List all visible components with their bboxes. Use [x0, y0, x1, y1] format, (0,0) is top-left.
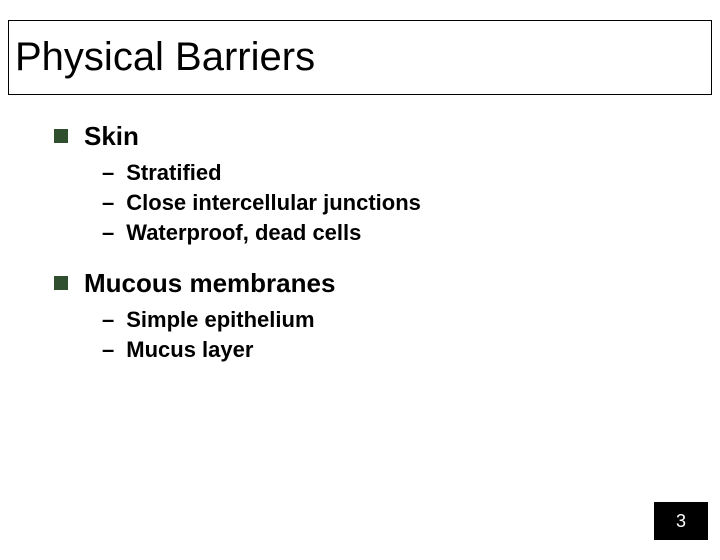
subitem: – Close intercellular junctions [102, 190, 720, 216]
page-number: 3 [676, 511, 686, 532]
square-bullet-icon [54, 276, 68, 290]
page-number-box: 3 [654, 502, 708, 540]
dash-icon: – [102, 337, 114, 363]
slide-title: Physical Barriers [15, 35, 701, 80]
square-bullet-icon [54, 129, 68, 143]
subitem-text: Mucus layer [126, 337, 253, 363]
subitem: – Mucus layer [102, 337, 720, 363]
subitem-text: Close intercellular junctions [126, 190, 421, 216]
subitem-group: – Simple epithelium – Mucus layer [54, 307, 720, 363]
subitem: – Waterproof, dead cells [102, 220, 720, 246]
dash-icon: – [102, 220, 114, 246]
dash-icon: – [102, 160, 114, 186]
subitem: – Simple epithelium [102, 307, 720, 333]
dash-icon: – [102, 190, 114, 216]
dash-icon: – [102, 307, 114, 333]
subitem-text: Stratified [126, 160, 221, 186]
subitem-group: – Stratified – Close intercellular junct… [54, 160, 720, 246]
bullet-label: Skin [84, 121, 139, 152]
bullet-item: Mucous membranes [54, 268, 720, 299]
subitem-text: Simple epithelium [126, 307, 314, 333]
subitem-text: Waterproof, dead cells [126, 220, 361, 246]
bullet-label: Mucous membranes [84, 268, 335, 299]
title-container: Physical Barriers [8, 20, 712, 95]
subitem: – Stratified [102, 160, 720, 186]
content-area: Skin – Stratified – Close intercellular … [0, 95, 720, 363]
bullet-item: Skin [54, 121, 720, 152]
